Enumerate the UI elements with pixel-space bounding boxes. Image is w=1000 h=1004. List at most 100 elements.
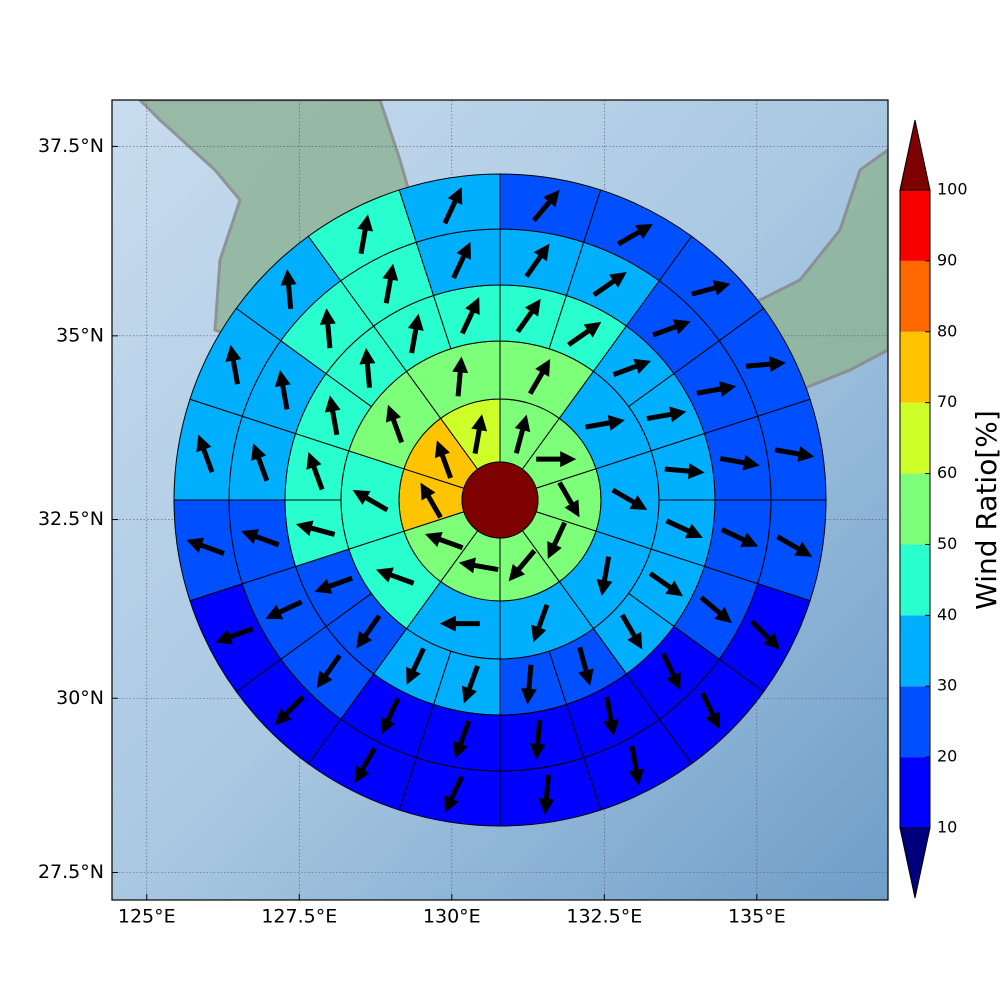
wind-arrow — [265, 599, 303, 620]
wind-arrow — [356, 614, 382, 649]
wind-arrow — [319, 308, 336, 349]
colorbar-segment — [900, 331, 930, 403]
wind-arrow — [380, 697, 401, 735]
wind-arrow — [664, 463, 705, 480]
wind-arrow — [460, 297, 480, 335]
wind-arrow — [385, 404, 405, 444]
wind-arrow — [357, 214, 374, 255]
wind-arrow — [225, 344, 242, 385]
wind-arrow — [515, 298, 541, 334]
wind-arrow — [547, 521, 567, 559]
colorbar-segment — [900, 190, 930, 261]
x-tick-label: 125°E — [118, 906, 176, 928]
wind-arrow — [458, 557, 499, 574]
wind-arrow — [652, 319, 691, 338]
colorbar-tick-label: 100 — [937, 180, 968, 199]
colorbar-extend-max — [899, 119, 931, 191]
axes-frame — [111, 99, 889, 901]
wind-arrow — [661, 652, 681, 690]
wind-arrow — [691, 280, 731, 297]
wind-arrow — [420, 482, 443, 519]
colorbar-segment — [900, 686, 930, 758]
colorbar-segment — [900, 260, 930, 332]
wind-arrow — [241, 529, 280, 548]
colorbar-tick-label: 50 — [937, 534, 957, 553]
wind-arrow — [745, 356, 786, 373]
wind-arrow — [577, 646, 594, 686]
colorbar-segment — [900, 757, 930, 828]
wind-arrow — [316, 654, 342, 689]
x-tick-label: 127.5°E — [261, 906, 337, 928]
wind-arrow — [529, 719, 546, 760]
wind-arrow — [513, 414, 531, 454]
wind-arrow — [407, 313, 424, 354]
wind-arrow — [536, 451, 577, 468]
wind-arrow — [592, 272, 627, 298]
wind-arrow — [274, 695, 305, 726]
x-tick-label: 130°E — [423, 906, 481, 928]
wind-arrow — [620, 613, 643, 650]
wind-arrow — [750, 619, 781, 650]
wind-arrow — [700, 691, 721, 730]
colorbar-tick-label: 70 — [937, 392, 957, 411]
wind-arrow — [776, 534, 813, 557]
colorbar-segment — [900, 473, 930, 545]
y-tick-label: 35°N — [56, 324, 104, 346]
wind-arrow — [324, 395, 341, 436]
colorbar-tick-label: 20 — [937, 747, 957, 766]
wind-arrow — [603, 696, 619, 737]
colorbar-label: Wind Ratio[%] — [970, 410, 1000, 610]
wind-arrow — [611, 487, 648, 510]
wind-arrow — [720, 527, 759, 547]
wind-arrow — [352, 490, 389, 513]
colorbar-frame — [899, 189, 931, 829]
wind-arrow — [531, 189, 560, 223]
colorbar-segment — [900, 615, 930, 687]
wind-arrow — [439, 615, 480, 632]
wind-arrow — [719, 454, 760, 471]
wind-arrow — [376, 567, 415, 586]
wind-arrow — [616, 224, 653, 247]
wind-arrow — [442, 187, 463, 225]
wind-arrow — [528, 359, 551, 395]
wind-arrow — [612, 358, 652, 377]
wind-arrow — [531, 603, 550, 643]
colorbar-segment — [900, 402, 930, 474]
wind-arrow — [306, 451, 325, 491]
colorbar-tick-label: 40 — [937, 605, 957, 624]
wind-arrow — [359, 347, 376, 388]
colorbar-tick-label: 60 — [937, 463, 957, 482]
wind-arrow — [596, 556, 613, 597]
y-tick-label: 37.5°N — [38, 135, 104, 157]
x-tick-label: 135°E — [728, 906, 786, 928]
wind-arrow — [665, 518, 703, 539]
wind-arrow — [451, 241, 471, 280]
wind-arrow — [186, 537, 225, 556]
wind-arrow — [520, 664, 537, 705]
wind-arrow — [251, 443, 270, 482]
wind-arrow — [295, 520, 336, 537]
y-tick-label: 27.5°N — [38, 861, 104, 883]
wind-arrow — [471, 414, 488, 455]
wind-arrow — [354, 747, 377, 784]
colorbar-tick-label: 90 — [937, 250, 957, 269]
wind-arrow — [444, 775, 465, 813]
wind-arrow — [508, 549, 537, 582]
colorbar-tick-label: 30 — [937, 676, 957, 695]
wind-arrow — [461, 665, 480, 704]
wind-arrow — [538, 774, 555, 815]
wind-arrow — [434, 440, 453, 479]
wind-arrow — [382, 263, 399, 304]
y-tick-label: 32.5°N — [38, 508, 104, 530]
center-cell — [461, 461, 539, 539]
colorbar-extend-min — [899, 827, 931, 899]
wind-arrow — [406, 647, 426, 685]
wind-arrow — [524, 243, 550, 278]
colorbar-tick-label: 10 — [937, 818, 957, 837]
wind-arrow — [280, 269, 297, 310]
wind-arrow — [453, 720, 472, 759]
wind-arrow — [628, 745, 645, 786]
wind-arrow — [699, 595, 732, 624]
